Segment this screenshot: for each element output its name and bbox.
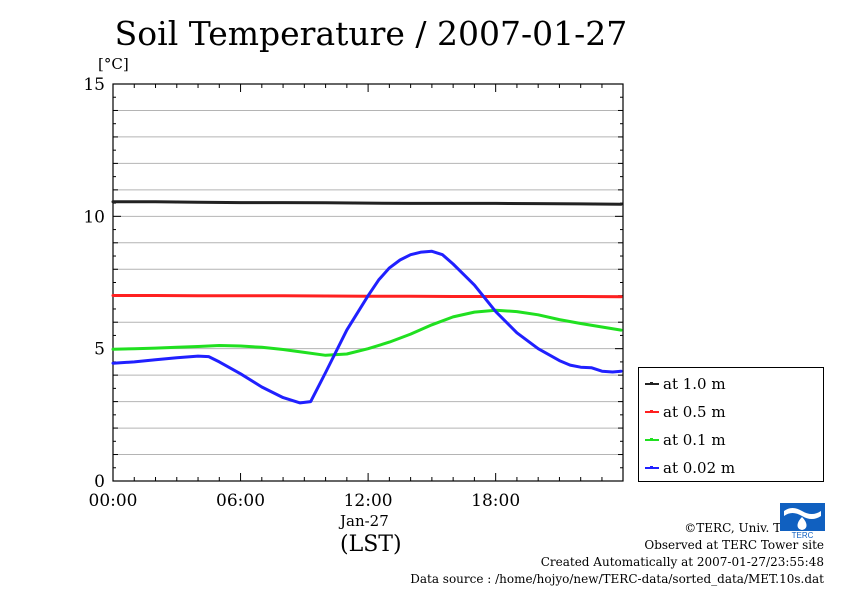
legend: at 1.0 m at 0.5 m at 0.1 m at 0.02 m [638,367,824,482]
legend-swatch [645,382,659,385]
logo-text: TERC [792,531,814,539]
series-line-1 [111,200,623,206]
legend-label: at 0.1 m [663,431,726,449]
series-line-4 [111,249,623,405]
y-tick-label: 0 [94,472,105,492]
legend-item: at 0.5 m [645,402,726,422]
plot-frame [112,83,624,482]
legend-label: at 0.02 m [663,459,736,477]
x-axis-date: Jan-27 [340,512,389,530]
credit-created: Created Automatically at 2007-01-27/23:5… [540,555,824,569]
credit-source: Data source : /home/hojyo/new/TERC-data/… [410,572,824,586]
x-tick-label: 18:00 [471,491,520,511]
credit-site: Observed at TERC Tower site [644,538,824,552]
terc-logo-icon: TERC [780,503,825,539]
legend-swatch [645,466,659,469]
credit-copyright: ©TERC, Univ. Tsukuba [684,521,824,535]
legend-label: at 0.5 m [663,403,726,421]
legend-item: at 1.0 m [645,374,726,394]
legend-item: at 0.02 m [645,458,735,478]
legend-item: at 0.1 m [645,430,726,450]
y-axis-unit: [°C] [98,55,129,73]
x-tick-label: 06:00 [216,491,265,511]
legend-label: at 1.0 m [663,375,726,393]
legend-swatch [645,410,659,413]
y-tick-label: 10 [83,207,105,227]
y-tick-label: 5 [94,340,105,360]
x-axis-title: (LST) [340,532,402,557]
series-line-3 [111,308,623,357]
credits: ©TERC, Univ. Tsukuba Observed at TERC To… [410,520,824,588]
x-tick-label: 00:00 [89,491,138,511]
legend-swatch [645,438,659,441]
y-tick-label: 15 [83,75,105,95]
chart-title: Soil Temperature / 2007-01-27 [114,14,628,53]
x-tick-label: 12:00 [344,491,393,511]
